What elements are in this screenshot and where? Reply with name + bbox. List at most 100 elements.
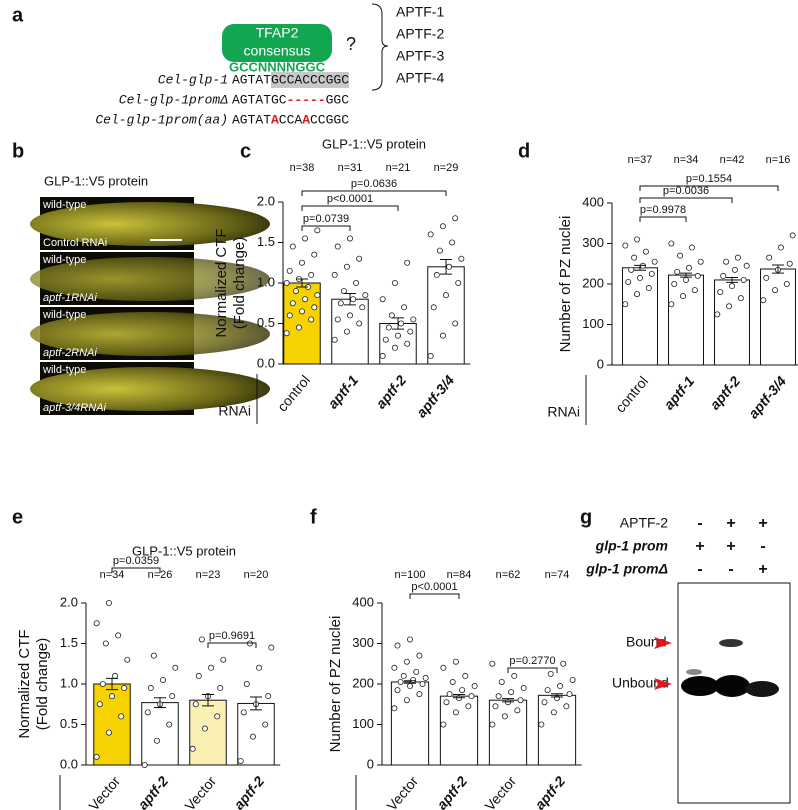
- data-point: [105, 729, 112, 736]
- brace: [371, 3, 389, 91]
- error-bar: [502, 698, 514, 703]
- data-point: [763, 274, 770, 281]
- sign: -: [760, 538, 765, 555]
- bar: [668, 274, 704, 366]
- error-bar: [106, 677, 118, 691]
- data-point: [427, 352, 434, 359]
- data-point: [637, 274, 644, 281]
- data-point: [220, 656, 227, 663]
- panel-label: f: [310, 506, 317, 528]
- data-point: [731, 266, 738, 273]
- error-bar: [344, 293, 356, 306]
- data-point: [440, 721, 447, 728]
- row-label: APTF-2: [620, 515, 668, 531]
- seq-segment: AGTAT: [232, 112, 271, 127]
- data-point: [569, 676, 576, 683]
- error-bar: [202, 694, 214, 707]
- data-point: [439, 332, 446, 339]
- bar: [537, 694, 577, 766]
- data-point: [720, 272, 727, 279]
- data-point: [166, 721, 173, 728]
- sign: +: [758, 515, 767, 532]
- sign: -: [728, 561, 733, 578]
- data-point: [379, 296, 386, 303]
- data-point: [346, 312, 353, 319]
- sign: +: [758, 561, 767, 578]
- rnai-label: aptf-1RNAi: [43, 292, 97, 304]
- data-point: [462, 672, 469, 679]
- data-point: [433, 271, 440, 278]
- data-point: [517, 697, 524, 704]
- data-point: [772, 287, 779, 294]
- chart-title: GLP-1::V5 protein: [322, 136, 426, 151]
- data-point: [109, 693, 116, 700]
- seq-name: Cel-glp-1: [158, 72, 228, 87]
- data-point: [416, 691, 423, 698]
- data-point: [398, 320, 405, 327]
- data-point: [394, 687, 401, 694]
- data-point: [492, 703, 499, 710]
- seq-segment: GCCACCCGGC: [271, 72, 349, 87]
- data-point: [427, 231, 434, 238]
- y-tick-label: 2.0: [60, 594, 78, 609]
- seq-segment: GGC: [326, 92, 350, 107]
- data-point: [436, 247, 443, 254]
- n-label: n=20: [244, 569, 269, 581]
- data-point: [691, 287, 698, 294]
- y-tick-label: 0: [367, 756, 374, 771]
- data-point: [642, 248, 649, 255]
- data-point: [734, 254, 741, 261]
- data-point: [172, 664, 179, 671]
- seq-segment: A: [271, 112, 279, 127]
- n-label: n=62: [496, 569, 521, 581]
- data-point: [121, 685, 128, 692]
- data-point: [622, 242, 629, 249]
- bracket: [639, 197, 733, 203]
- data-point: [694, 272, 701, 279]
- p-value: p<0.0001: [327, 193, 373, 205]
- data-point: [379, 352, 386, 359]
- data-point: [150, 652, 157, 659]
- data-point: [449, 239, 456, 246]
- data-point: [265, 693, 272, 700]
- data-point: [634, 236, 641, 243]
- data-point: [391, 705, 398, 712]
- data-point: [308, 271, 315, 278]
- data-point: [625, 278, 632, 285]
- error-bar: [250, 696, 262, 711]
- rnai-label: Control RNAi: [43, 237, 107, 249]
- data-point: [446, 691, 453, 698]
- data-point: [144, 709, 151, 716]
- data-point: [514, 707, 521, 714]
- error-bar: [453, 694, 465, 699]
- data-point: [262, 721, 269, 728]
- germline: [30, 257, 270, 301]
- data-point: [501, 713, 508, 720]
- bracket: [301, 190, 447, 196]
- data-point: [334, 316, 341, 323]
- p-value: p<0.0001: [411, 581, 457, 593]
- data-point: [334, 243, 341, 250]
- data-point: [674, 268, 681, 275]
- data-point: [283, 330, 290, 337]
- chart-title: GLP-1::V5 protein: [132, 543, 236, 558]
- data-point: [550, 709, 557, 716]
- data-point: [340, 288, 347, 295]
- y-tick-label: 0.5: [60, 716, 78, 731]
- panel-label: e: [12, 506, 23, 528]
- data-point: [401, 304, 408, 311]
- y-tick-label: 1.5: [257, 234, 275, 249]
- germline: [30, 312, 270, 356]
- data-point: [198, 636, 205, 643]
- data-point: [668, 301, 675, 308]
- data-point: [468, 693, 475, 700]
- y-tick-label: 300: [352, 635, 374, 650]
- band: [686, 669, 702, 675]
- data-point: [302, 296, 309, 303]
- data-point: [350, 296, 357, 303]
- data-point: [651, 258, 658, 265]
- data-point: [406, 636, 413, 643]
- data-point: [105, 600, 112, 607]
- n-label: n=29: [434, 162, 459, 174]
- data-point: [541, 699, 548, 706]
